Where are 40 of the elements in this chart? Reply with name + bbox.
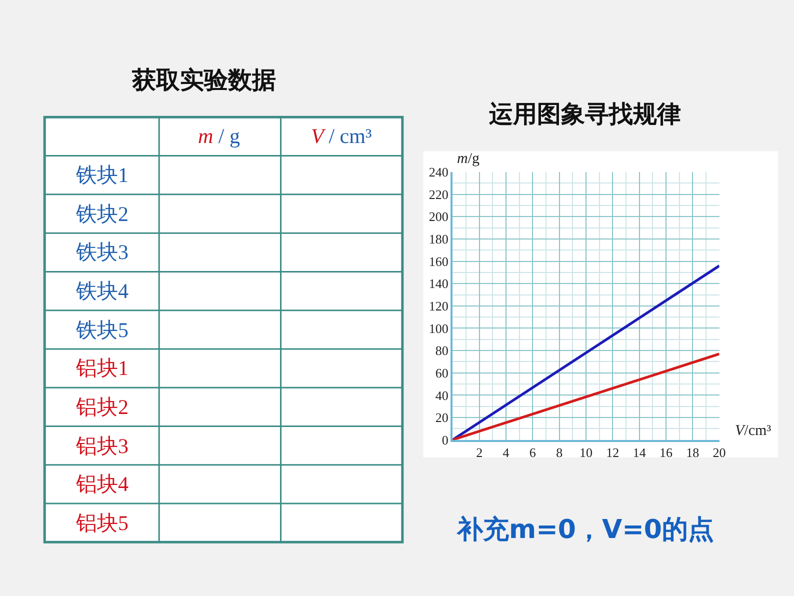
y-axis-title: m/g xyxy=(457,151,480,167)
category-label: 铁块4 xyxy=(75,279,129,303)
y-tick-label: 220 xyxy=(428,186,448,202)
x-tick-label: 2 xyxy=(476,445,483,460)
x-tick-label: 18 xyxy=(686,445,700,460)
category-label: 铁块5 xyxy=(75,318,128,342)
text: V / cm³ xyxy=(311,124,372,148)
x-tick-label: 10 xyxy=(579,445,592,460)
text: 获取实验数据 xyxy=(131,66,276,94)
x-tick-label: 16 xyxy=(659,445,673,460)
y-tick-label: 160 xyxy=(428,254,448,269)
y-tick-label: 20 xyxy=(435,410,448,426)
category-label: 铝块4 xyxy=(75,472,129,496)
category-label: 铁块2 xyxy=(75,202,128,226)
category-label: 铝块2 xyxy=(75,395,128,419)
category-label: 铁块1 xyxy=(75,163,128,187)
category-label: 铝块1 xyxy=(75,356,128,380)
y-tick-label: 180 xyxy=(428,232,448,247)
x-tick-label: 12 xyxy=(606,445,620,460)
category-label: 铝块3 xyxy=(75,434,128,458)
x-tick-label: 20 xyxy=(712,445,726,460)
category-label: 铝块5 xyxy=(75,511,128,535)
y-tick-label: 120 xyxy=(428,298,448,314)
y-tick-label: 140 xyxy=(428,276,448,292)
y-tick-label: 60 xyxy=(435,365,448,380)
y-tick-label: 40 xyxy=(435,388,448,403)
text: 补充m=0，V=0的点 xyxy=(456,515,714,545)
y-tick-label: 240 xyxy=(428,164,448,180)
x-tick-label: 4 xyxy=(502,445,510,460)
x-tick-label: 14 xyxy=(632,445,646,460)
x-tick-label: 6 xyxy=(529,445,536,460)
x-tick-label: 8 xyxy=(556,445,563,460)
category-label: 铁块3 xyxy=(75,240,128,264)
y-tick-label: 100 xyxy=(428,320,448,336)
x-axis-title: V/cm³ xyxy=(735,423,772,439)
y-tick-label: 200 xyxy=(428,209,448,224)
y-tick-label: 0 xyxy=(442,432,448,448)
chart-title: 运用图象寻找规律 xyxy=(488,100,681,128)
y-tick-label: 80 xyxy=(435,343,448,358)
text: m / g xyxy=(198,124,241,148)
